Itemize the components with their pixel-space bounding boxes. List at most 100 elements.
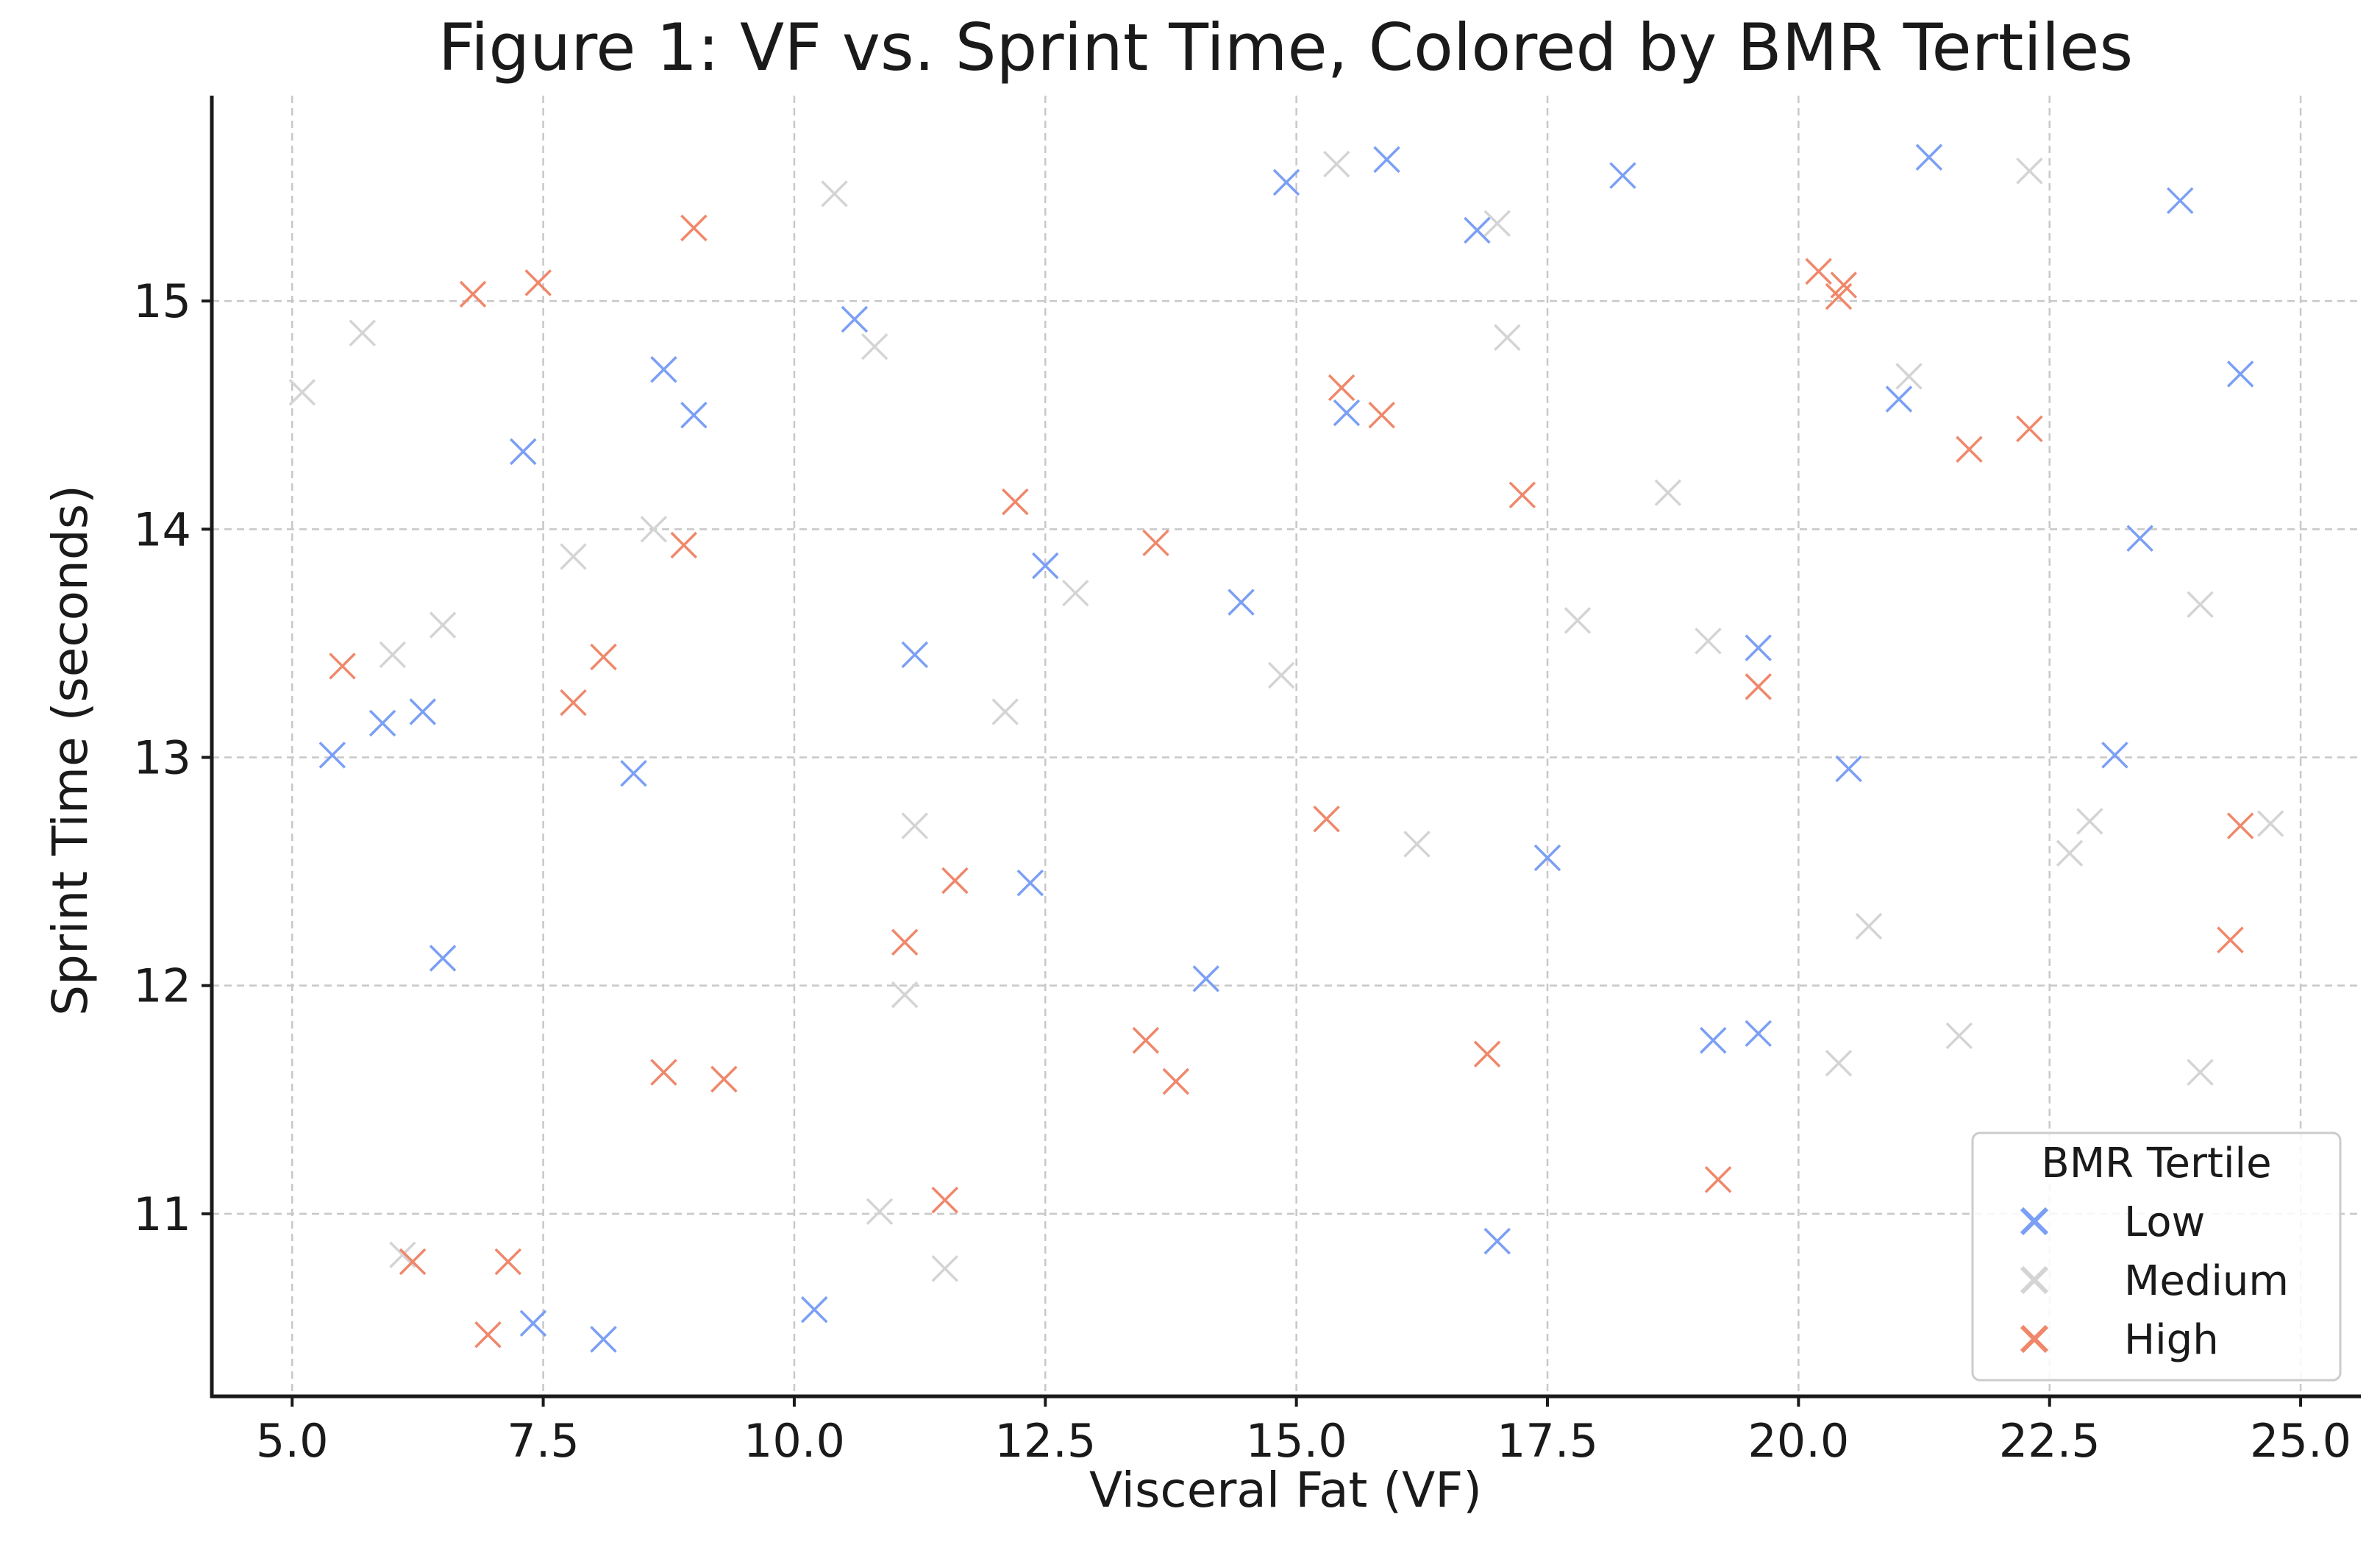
data-point-medium <box>991 698 1019 725</box>
data-point-high <box>931 1187 958 1214</box>
axes <box>210 96 2361 1399</box>
data-point-high <box>1704 1166 1732 1193</box>
data-point-low <box>1228 589 1255 616</box>
data-point-high <box>2217 926 2244 953</box>
data-point-low <box>2126 525 2153 552</box>
data-point-low <box>2226 360 2254 388</box>
data-point-high <box>474 1321 502 1349</box>
data-point-low <box>368 709 396 737</box>
data-point-low <box>1483 1227 1511 1255</box>
data-point-medium <box>1403 831 1431 858</box>
data-point-high <box>670 531 697 559</box>
x-tick-label: 15.0 <box>1246 1414 1347 1468</box>
data-point-medium <box>821 180 848 207</box>
y-axis-label: Sprint Time (seconds) <box>42 485 99 1016</box>
data-point-medium <box>866 1198 894 1225</box>
data-point-low <box>1745 1020 1772 1048</box>
data-point-high <box>459 280 487 308</box>
data-point-low <box>2101 742 2128 769</box>
x-tick-label: 20.0 <box>1747 1414 1849 1468</box>
data-point-medium <box>1267 661 1295 689</box>
x-tick-label: 10.0 <box>744 1414 845 1468</box>
data-point-medium <box>1945 1022 1973 1050</box>
data-point-low <box>1333 399 1361 427</box>
data-point-high <box>1508 481 1536 509</box>
data-point-low <box>519 1310 547 1337</box>
data-point-high <box>524 269 552 296</box>
data-point-low <box>1885 386 1913 413</box>
data-point-high <box>1805 257 1832 285</box>
data-point-medium <box>379 641 407 669</box>
legend-label-low: Low <box>2124 1198 2205 1246</box>
data-point-medium <box>2056 839 2084 867</box>
data-point-medium <box>1695 628 1722 655</box>
data-point-medium <box>349 319 377 347</box>
data-point-medium <box>1323 150 1350 178</box>
x-tick-label: 17.5 <box>1497 1414 1598 1468</box>
data-point-low <box>1745 634 1772 661</box>
data-point-high <box>1002 488 1029 516</box>
data-point-medium <box>1062 579 1089 607</box>
legend-marker-low <box>2020 1207 2049 1236</box>
data-point-medium <box>891 981 919 1009</box>
data-point-high <box>1956 436 1983 463</box>
data-point-medium <box>1654 479 1682 506</box>
legend-marker-high <box>2020 1324 2049 1354</box>
data-point-high <box>680 214 708 242</box>
y-tick-label: 15 <box>133 274 191 328</box>
legend-label-high: High <box>2124 1316 2219 1364</box>
x-tick-label: 22.5 <box>1999 1414 2101 1468</box>
data-point-high <box>1825 283 1853 310</box>
data-point-high <box>329 653 356 680</box>
data-point-medium <box>1825 1049 1853 1077</box>
data-point-high <box>590 643 617 671</box>
data-point-low <box>841 305 869 333</box>
legend: BMR Tertile Low Medium High <box>1971 1131 2342 1382</box>
data-point-low <box>1609 162 1636 189</box>
data-point-medium <box>1895 363 1923 390</box>
data-point-high <box>941 867 969 895</box>
y-tick-label: 11 <box>133 1187 191 1241</box>
x-tick-label: 5.0 <box>256 1414 329 1468</box>
data-point-low <box>590 1326 617 1353</box>
data-point-high <box>891 928 919 956</box>
data-point-medium <box>2016 157 2043 185</box>
data-point-low <box>1915 143 1943 171</box>
y-tick-label: 12 <box>133 959 191 1013</box>
data-point-low <box>1464 216 1491 244</box>
data-point-high <box>710 1065 738 1093</box>
y-tick-label: 14 <box>133 502 191 556</box>
data-point-low <box>510 438 537 466</box>
data-point-low <box>2166 187 2194 214</box>
data-point-low <box>1835 755 1862 783</box>
data-point-medium <box>2076 808 2103 835</box>
y-tick-label: 13 <box>133 731 191 785</box>
x-tick-label: 25.0 <box>2250 1414 2351 1468</box>
x-axis-label: Visceral Fat (VF) <box>1089 1462 1482 1518</box>
data-points <box>288 143 2284 1353</box>
data-point-medium <box>2256 810 2284 837</box>
data-point-medium <box>640 516 668 543</box>
data-point-low <box>1016 869 1044 897</box>
data-point-high <box>1162 1067 1190 1095</box>
data-point-low <box>1192 965 1220 992</box>
data-point-low <box>429 945 457 972</box>
data-point-low <box>801 1296 828 1324</box>
data-point-high <box>1745 673 1772 700</box>
legend-label-medium: Medium <box>2124 1257 2289 1305</box>
data-point-low <box>409 698 436 725</box>
data-point-high <box>494 1248 522 1276</box>
data-point-medium <box>2187 591 2214 618</box>
data-point-low <box>1533 844 1561 872</box>
data-point-high <box>2016 415 2043 443</box>
data-point-low <box>680 402 708 429</box>
data-point-medium <box>1855 912 1883 940</box>
data-point-medium <box>288 378 316 406</box>
legend-title: BMR Tertile <box>2041 1140 2271 1187</box>
data-point-low <box>1373 146 1400 174</box>
legend-marker-medium <box>2020 1265 2049 1295</box>
data-point-low <box>620 759 647 787</box>
data-point-medium <box>2187 1059 2214 1086</box>
data-point-high <box>1142 529 1169 557</box>
